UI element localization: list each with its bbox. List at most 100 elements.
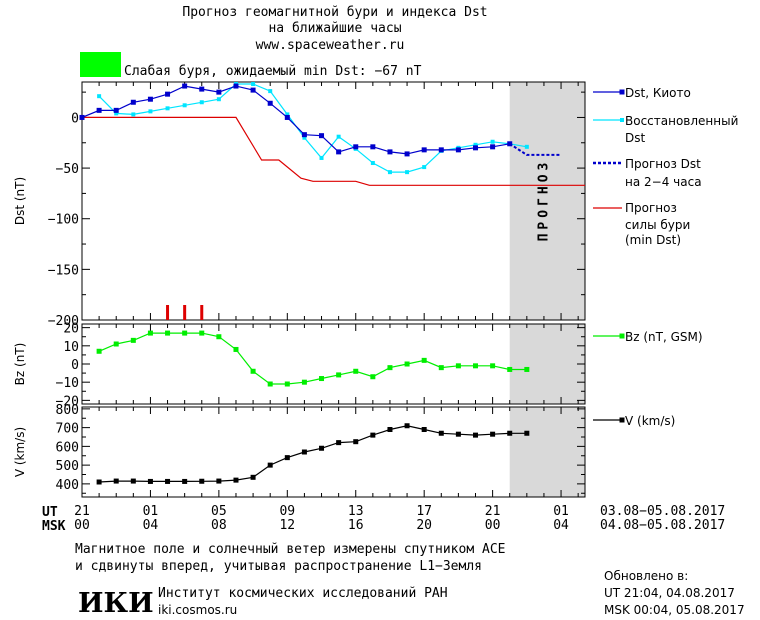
dst-kyoto-point	[165, 91, 171, 97]
dst-kyoto-point	[336, 149, 342, 155]
v-frame	[81, 406, 586, 498]
bz-y-axis-label: Bz (nT)	[13, 343, 27, 386]
bz-point	[165, 330, 171, 336]
bz-y-tick-label: 0	[71, 358, 79, 373]
legend-dst-kyoto: Dst, Киото	[625, 86, 691, 100]
bz-point	[387, 365, 393, 371]
iki-logo: ИКИ	[78, 588, 154, 619]
solar-wind-speed-point	[455, 431, 461, 437]
time-axis-labels: UTMSK2100010405080912131617202100010403.…	[42, 504, 725, 534]
solar-wind-speed-point	[250, 474, 256, 480]
solar-wind-speed-point	[353, 439, 359, 445]
solar-wind-speed-point	[336, 440, 342, 446]
msk-row-label: MSK	[42, 519, 66, 534]
v-y-tick-label: 400	[56, 478, 79, 493]
solar-wind-speed-point	[113, 478, 119, 484]
solar-wind-speed-point	[490, 431, 496, 437]
reconstructed-dst-point	[524, 144, 529, 149]
dst-y-tick-label: 0	[71, 111, 79, 126]
dst-kyoto-point	[421, 147, 427, 153]
dst-kyoto-point	[199, 86, 205, 92]
v-y-tick-label: 800	[56, 403, 79, 418]
ut-tick-label: 01	[143, 504, 159, 519]
dst-kyoto-point	[130, 99, 136, 105]
reconstructed-dst-point	[148, 109, 153, 114]
dst-forecast-line	[509, 142, 561, 156]
ut-tick-label: 01	[553, 504, 569, 519]
dst-y-axis-label: Dst (nT)	[13, 177, 27, 225]
msk-tick-label: 00	[485, 518, 501, 533]
solar-wind-speed-point	[147, 478, 153, 484]
bz-point	[147, 330, 153, 336]
solar-wind-speed-line	[99, 425, 527, 483]
msk-tick-label: 12	[279, 518, 295, 533]
reconstructed-dst-point	[131, 112, 136, 117]
reconstructed-dst-point	[422, 165, 427, 170]
forecast-band-label: ПРОГНОЗ	[536, 159, 551, 242]
reconstructed-dst-point	[490, 139, 495, 144]
legend-storm-forecast: Прогноз	[625, 201, 677, 215]
ut-tick-label: 13	[348, 504, 364, 519]
reconstructed-dst-point	[165, 106, 170, 111]
dst-kyoto-point	[455, 147, 461, 153]
measurement-note-line2: и сдвинуты вперед, учитывая распростране…	[75, 559, 482, 574]
bz-point	[301, 379, 307, 385]
reconstructed-dst-point	[251, 82, 256, 87]
reconstructed-dst-point	[370, 161, 375, 166]
ut-tick-label: 21	[74, 504, 90, 519]
ut-date-range: 03.08−05.08.2017	[600, 504, 725, 519]
solar-wind-speed-point	[438, 430, 444, 436]
dst-kyoto-point	[387, 149, 393, 155]
reconstructed-dst-point	[114, 111, 119, 116]
bz-point	[490, 363, 496, 369]
dst-kyoto-point	[301, 132, 307, 138]
bz-point	[182, 330, 188, 336]
reconstructed-dst-point	[387, 170, 392, 175]
solar-wind-speed-point	[284, 455, 290, 461]
dst-kyoto-point	[216, 89, 222, 95]
dst-y-tick-label: −50	[56, 162, 79, 177]
reconstructed-dst-point	[302, 135, 307, 140]
measurement-note-line1: Магнитное поле и солнечный ветер измерен…	[75, 542, 505, 557]
storm-forecast-line	[82, 116, 585, 186]
bz-point	[370, 374, 376, 380]
dst-kyoto-point	[79, 114, 85, 120]
dst-kyoto-point	[233, 83, 239, 89]
legend-storm-forecast-line3: (min Dst)	[625, 233, 681, 247]
reconstructed-dst-point	[473, 142, 478, 147]
dst-kyoto-point	[490, 144, 496, 150]
solar-wind-speed-point	[130, 478, 136, 484]
dst-panel: 0 −50 −100 −150 −200 Dst (nT) ПРОГНОЗ	[13, 81, 586, 329]
chart-title-line2: на ближайшие часы	[268, 21, 401, 36]
source-url[interactable]: www.spaceweather.ru	[256, 38, 405, 53]
dst-kyoto-legend-marker	[619, 89, 625, 95]
dst-kyoto-point	[284, 114, 290, 120]
legend-reconstructed-dst: Восстановленный	[625, 114, 738, 128]
solar-wind-speed-point	[473, 432, 479, 438]
solar-wind-speed-point	[216, 478, 222, 484]
v-y-tick-label: 500	[56, 459, 79, 474]
dst-kyoto-point	[319, 133, 325, 139]
dst-kyoto-point	[438, 147, 444, 153]
ut-tick-label: 21	[485, 504, 501, 519]
dst-forecast-band	[509, 82, 585, 320]
storm-level-text: Слабая буря, ожидаемый min Dst: −67 nT	[124, 64, 422, 79]
reconstructed-dst-legend-marker	[620, 118, 624, 122]
bz-panel: 20 10 0 −10 −20 Bz (nT)	[13, 322, 586, 409]
msk-tick-label: 20	[416, 518, 432, 533]
ut-tick-label: 17	[416, 504, 432, 519]
bz-y-tick-label: 10	[63, 340, 79, 355]
msk-date-range: 04.08−05.08.2017	[600, 518, 725, 533]
reconstructed-dst-point	[285, 112, 290, 117]
updated-ut: UT 21:04, 04.08.2017	[604, 586, 735, 600]
ut-tick-label: 05	[211, 504, 227, 519]
institute-name: Институт космических исследований РАН	[158, 586, 448, 601]
bz-y-tick-label: −10	[56, 376, 79, 391]
solar-wind-speed-point	[370, 432, 376, 438]
updated-label: Обновлено в:	[604, 569, 688, 583]
institute-url[interactable]: iki.cosmos.ru	[158, 603, 237, 617]
bz-y-tick-label: 20	[63, 322, 79, 337]
solar-wind-speed-point	[267, 462, 273, 468]
solar-wind-speed-point	[404, 423, 410, 429]
bz-point	[353, 368, 359, 374]
